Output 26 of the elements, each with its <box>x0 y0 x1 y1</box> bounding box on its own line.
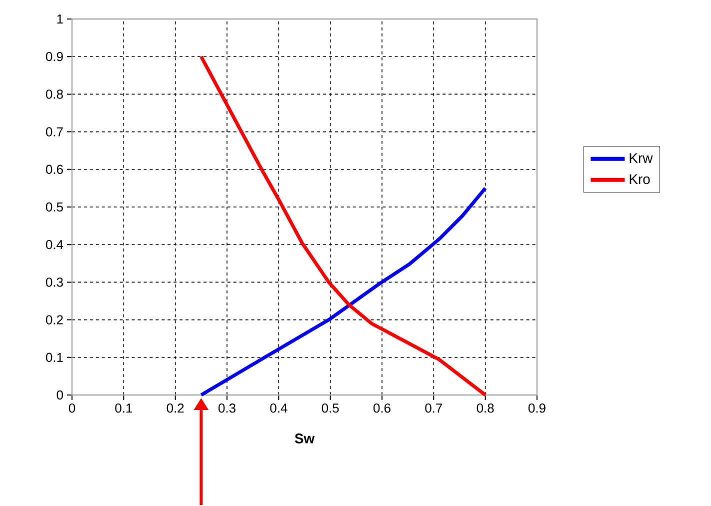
x-tick-label: 0.8 <box>476 403 494 412</box>
x-tick-label: 0.2 <box>166 403 184 412</box>
y-tick-label: 0.1 <box>46 352 63 362</box>
x-tick-label: 0.1 <box>115 403 132 412</box>
x-tick-label: 0.6 <box>374 403 390 412</box>
x-tick-label: 0.4 <box>270 403 288 412</box>
y-tick-label: 0.9 <box>46 52 63 61</box>
y-tick-label: 1 <box>57 14 63 24</box>
x-tick-label: 0.7 <box>425 403 442 412</box>
y-tick-label: 0.5 <box>46 202 63 212</box>
y-tick-label: 0.8 <box>46 89 63 99</box>
line-series <box>199 186 488 396</box>
x-tick-label: 0 <box>68 403 76 412</box>
y-tick-label: 0 <box>56 390 63 400</box>
legend-label: Kro <box>630 174 650 184</box>
y-tick-label: 0.7 <box>46 126 63 136</box>
line-series <box>199 54 488 396</box>
x-axis-title: Sw <box>294 433 315 444</box>
y-tick-label: 0.4 <box>46 240 64 249</box>
x-tick-label: 0.9 <box>528 403 546 412</box>
x-tick-label: 0.3 <box>218 403 236 412</box>
y-tick-label: 0.2 <box>46 314 63 324</box>
legend-label: Krw <box>630 153 653 163</box>
y-tick-label: 0.6 <box>46 164 63 174</box>
x-tick-label: 0.5 <box>322 403 339 412</box>
y-tick-label: 0.3 <box>46 277 63 287</box>
